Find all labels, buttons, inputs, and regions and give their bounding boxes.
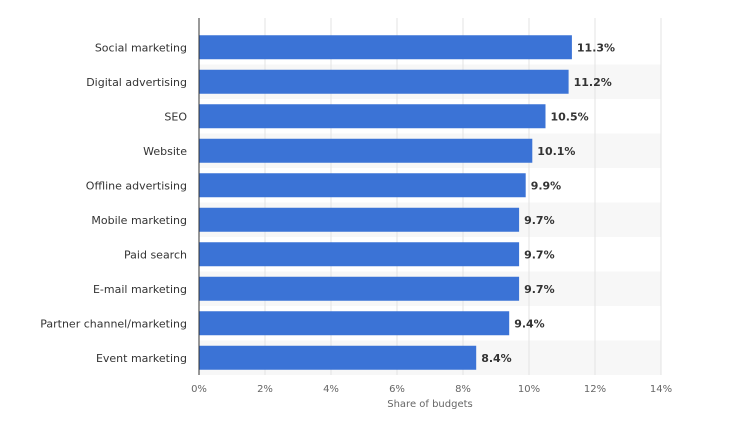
value-label: 10.5% [551,110,589,123]
category-label: Paid search [124,248,187,261]
category-label: Social marketing [95,41,187,54]
bar[interactable] [199,345,477,370]
x-tick-label: 6% [389,384,405,395]
category-label: Partner channel/marketing [40,317,187,330]
x-tick-label: 14% [650,384,672,395]
category-label: Website [143,145,187,158]
category-label: Event marketing [96,352,187,365]
value-label: 9.7% [524,248,555,261]
value-label: 9.9% [531,179,562,192]
category-labels: Social marketing Digital advertising SEO We… [40,41,187,365]
value-label: 9.7% [524,214,555,227]
value-label: 8.4% [481,352,512,365]
x-tick-label: 0% [191,384,207,395]
bar[interactable] [199,138,533,163]
value-label: 10.1% [537,145,575,158]
value-label: 9.7% [524,283,555,296]
bar[interactable] [199,276,520,301]
category-label: SEO [164,110,187,123]
category-label: Mobile marketing [91,214,187,227]
category-label: Digital advertising [86,76,187,89]
bar[interactable] [199,69,569,94]
value-label: 11.2% [574,76,612,89]
bar[interactable] [199,173,526,198]
bar[interactable] [199,104,546,129]
bars [199,35,572,370]
value-label: 9.4% [514,317,545,330]
x-tick-label: 8% [455,384,471,395]
value-label: 11.3% [577,41,615,54]
x-tick-label: 2% [257,384,273,395]
bar[interactable] [199,242,520,267]
value-labels: 11.3% 11.2% 10.5% 10.1% 9.9% 9.7% 9.7% 9.7% 9.4%… [481,41,615,365]
bar[interactable] [199,311,510,336]
x-axis-ticks: 0% 2% 4% 6% 8% 10% 12% 14% [191,384,672,395]
category-label: E-mail marketing [93,283,187,296]
x-tick-label: 10% [518,384,540,395]
x-axis-title: Share of budgets [387,399,473,410]
x-tick-label: 12% [584,384,606,395]
bar[interactable] [199,35,572,60]
category-label: Offline advertising [86,179,187,192]
bar[interactable] [199,207,520,232]
x-tick-label: 4% [323,384,339,395]
